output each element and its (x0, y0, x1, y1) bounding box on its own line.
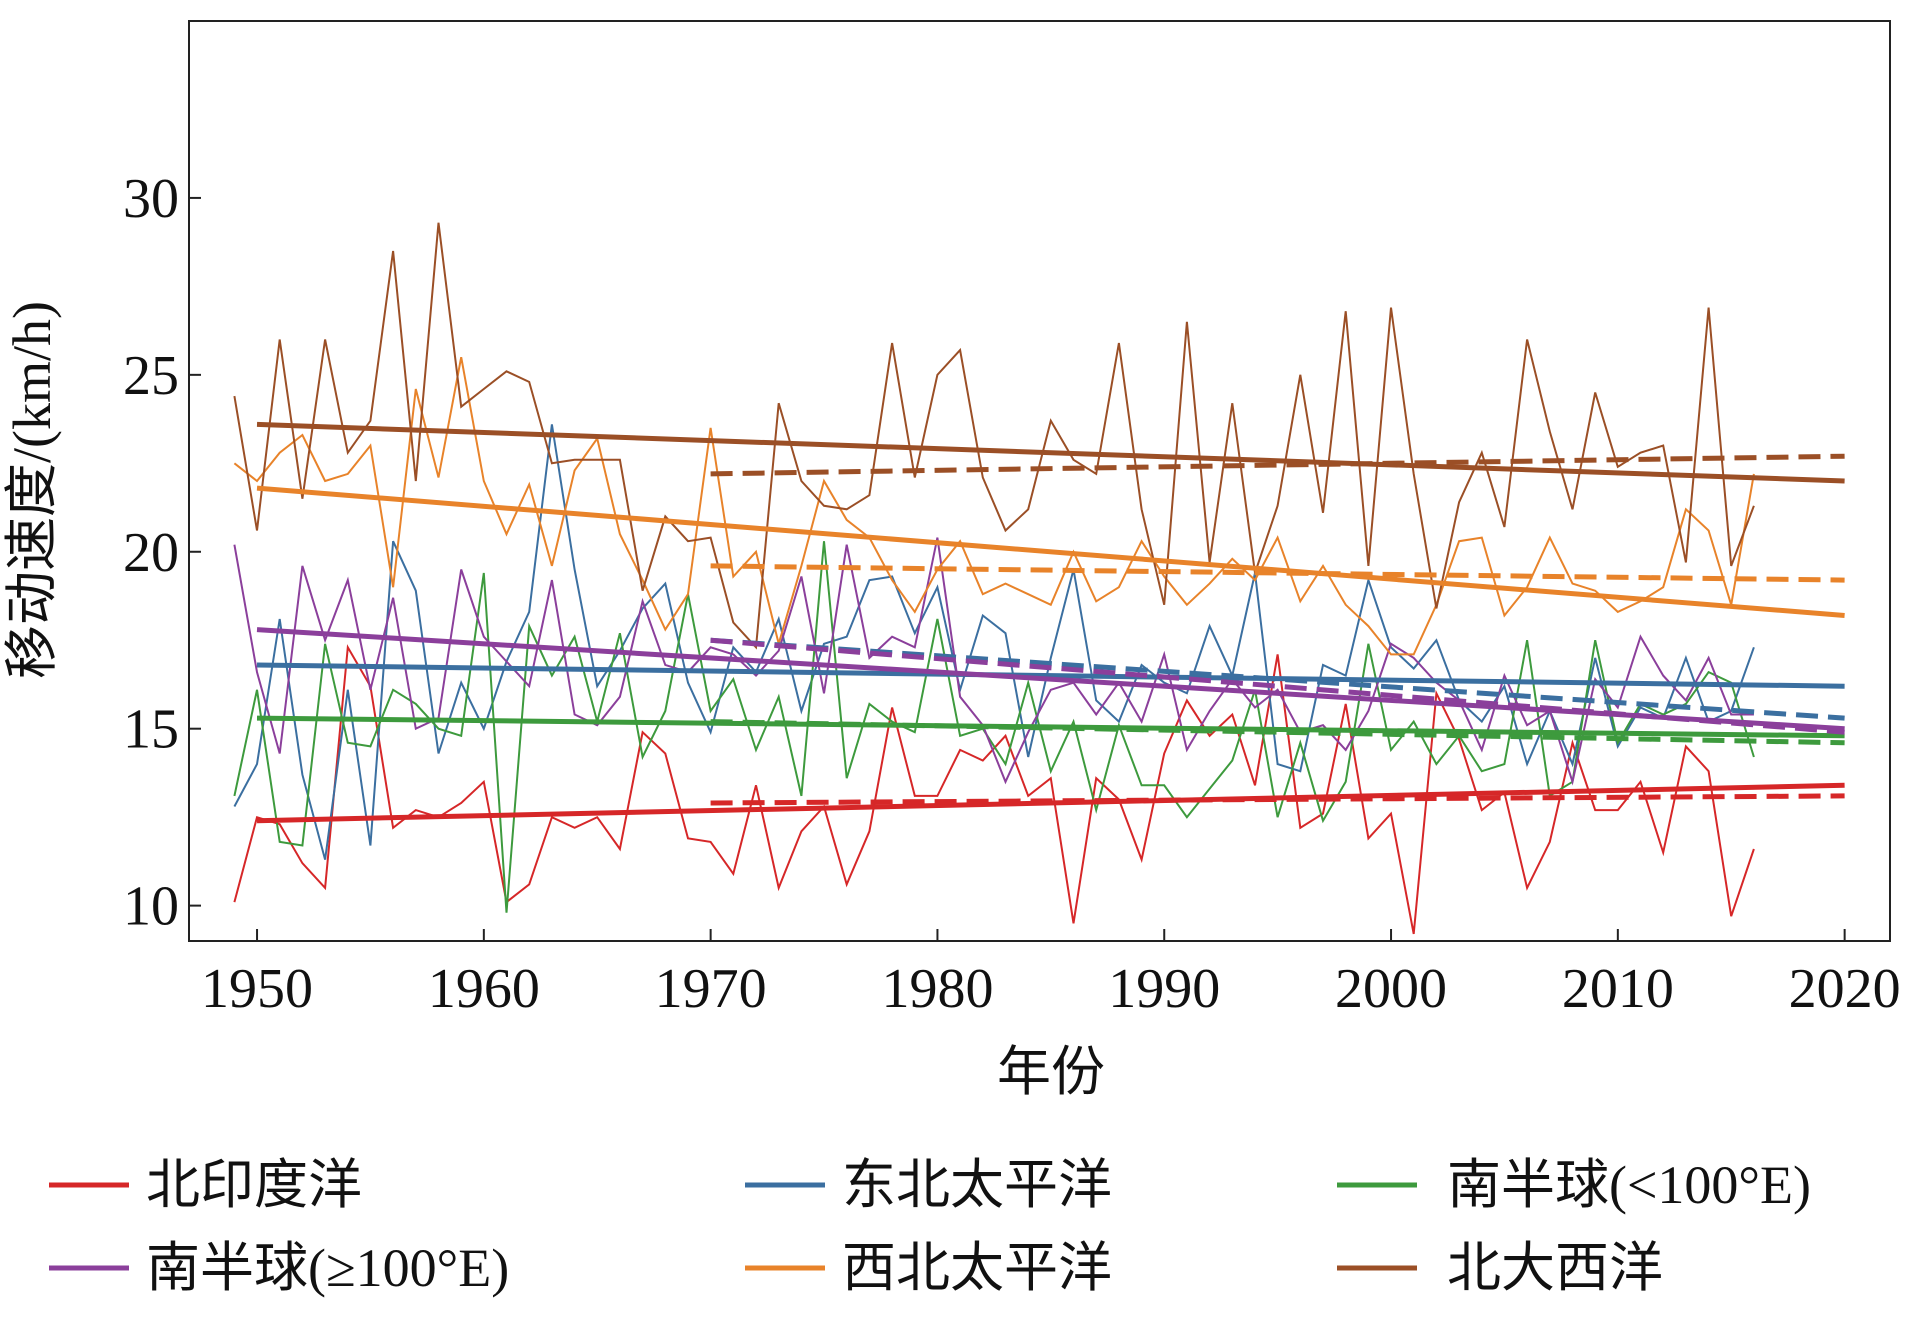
series-line (233, 537, 1754, 786)
legend-label: 东北太平洋 (842, 1155, 1112, 1215)
x-tick-label: 2020 (1789, 958, 1901, 1020)
trend-line (256, 485, 1845, 618)
x-axis-label: 年份 (997, 1042, 1105, 1102)
legend-label: 南半球(≥100°E) (146, 1238, 509, 1298)
plot-frame (188, 20, 1891, 942)
trend-line-dashed (710, 563, 1845, 583)
legend-label: 北大西洋 (1447, 1238, 1663, 1298)
x-tick-label: 2010 (1562, 958, 1674, 1020)
trend-line-dashed (710, 637, 1845, 735)
y-tick-label: 20 (123, 522, 179, 584)
series-line (233, 222, 1755, 650)
x-tick-label: 1970 (655, 958, 767, 1020)
series-line (233, 541, 1755, 913)
x-tick-label: 1980 (881, 958, 993, 1020)
trend-line-dashed (710, 637, 1845, 721)
trend-line-dashed (710, 453, 1845, 477)
y-tick-label: 10 (123, 876, 179, 938)
x-tick-label: 1960 (428, 958, 540, 1020)
series-line (233, 424, 1755, 860)
x-tick-label: 2000 (1335, 958, 1447, 1020)
legend-label: 西北太平洋 (842, 1238, 1112, 1298)
y-tick-label: 25 (123, 345, 179, 407)
trend-line (256, 662, 1845, 689)
trend-line-dashed (710, 793, 1845, 806)
y-axis-label: 移动速度/(km/h) (2, 301, 62, 679)
y-tick-label: 30 (123, 168, 179, 230)
series-line (233, 357, 1755, 656)
y-tick-label: 15 (123, 699, 179, 761)
legend-label: 北印度洋 (146, 1155, 362, 1215)
legend-label: 南半球(<100°E) (1447, 1155, 1811, 1215)
trend-line (256, 421, 1845, 484)
trend-line-dashed (710, 719, 1845, 746)
x-tick-label: 1990 (1108, 958, 1220, 1020)
x-tick-label: 1950 (201, 958, 313, 1020)
